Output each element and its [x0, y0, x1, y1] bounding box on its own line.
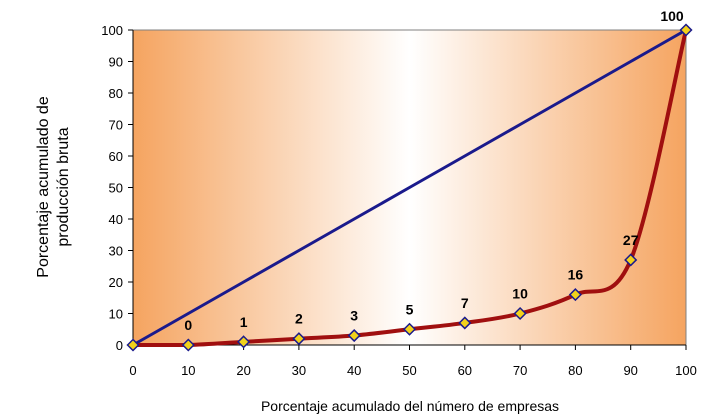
x-tick-label: 70	[513, 363, 527, 378]
y-axis-title-line-2: producción bruta	[55, 127, 72, 246]
lorenz-point	[347, 328, 361, 343]
lorenz-point	[568, 288, 582, 302]
lorenz-point	[237, 335, 251, 349]
data-label: 100	[660, 8, 684, 24]
y-tick-label: 90	[109, 55, 123, 70]
data-label: 2	[295, 311, 303, 327]
data-label: 7	[461, 295, 469, 311]
data-label: 5	[406, 301, 414, 317]
lorenz-point	[679, 23, 693, 37]
lorenz-point	[292, 332, 306, 346]
y-tick-label: 0	[116, 338, 123, 353]
lorenz-point	[513, 306, 527, 321]
lorenz-point	[126, 338, 140, 352]
series-markers	[126, 23, 693, 352]
x-tick-label: 10	[181, 363, 195, 378]
y-tick-label: 80	[109, 86, 123, 101]
x-axis-title: Porcentaje acumulado del número de empre…	[261, 398, 559, 414]
y-tick-label: 20	[109, 275, 123, 290]
y-tick-label: 70	[109, 118, 123, 133]
x-tick-label: 0	[129, 363, 136, 378]
x-tick-label: 90	[623, 363, 637, 378]
equality-line	[132, 28, 687, 347]
x-tick-label: 80	[568, 363, 582, 378]
x-tick-label: 20	[236, 363, 250, 378]
x-tick-label: 30	[292, 363, 306, 378]
y-tick-label: 10	[109, 307, 123, 322]
x-tick-label: 50	[402, 363, 416, 378]
x-tick-label: 60	[458, 363, 472, 378]
data-label: 27	[623, 232, 639, 248]
data-label: 3	[350, 308, 358, 324]
lorenz-point	[624, 253, 638, 267]
y-tick-label: 40	[109, 212, 123, 227]
y-tick-label: 50	[109, 181, 123, 196]
y-tick-label: 30	[109, 244, 123, 259]
data-labels: 0 1 2 3 5 7 10 16 27 100	[184, 8, 683, 333]
data-label: 10	[512, 286, 528, 302]
x-tick-label: 100	[675, 363, 697, 378]
y-axis-title-line-1: Porcentaje acumulado de	[35, 96, 52, 278]
lorenz-point	[181, 338, 195, 352]
data-label: 1	[240, 314, 248, 330]
y-tick-label: 60	[109, 149, 123, 164]
lorenz-point	[402, 322, 417, 336]
lorenz-point	[458, 316, 472, 330]
data-label: 16	[568, 267, 584, 283]
x-tick-label: 40	[347, 363, 361, 378]
y-tick-label: 100	[101, 23, 123, 38]
data-label: 0	[184, 317, 192, 333]
